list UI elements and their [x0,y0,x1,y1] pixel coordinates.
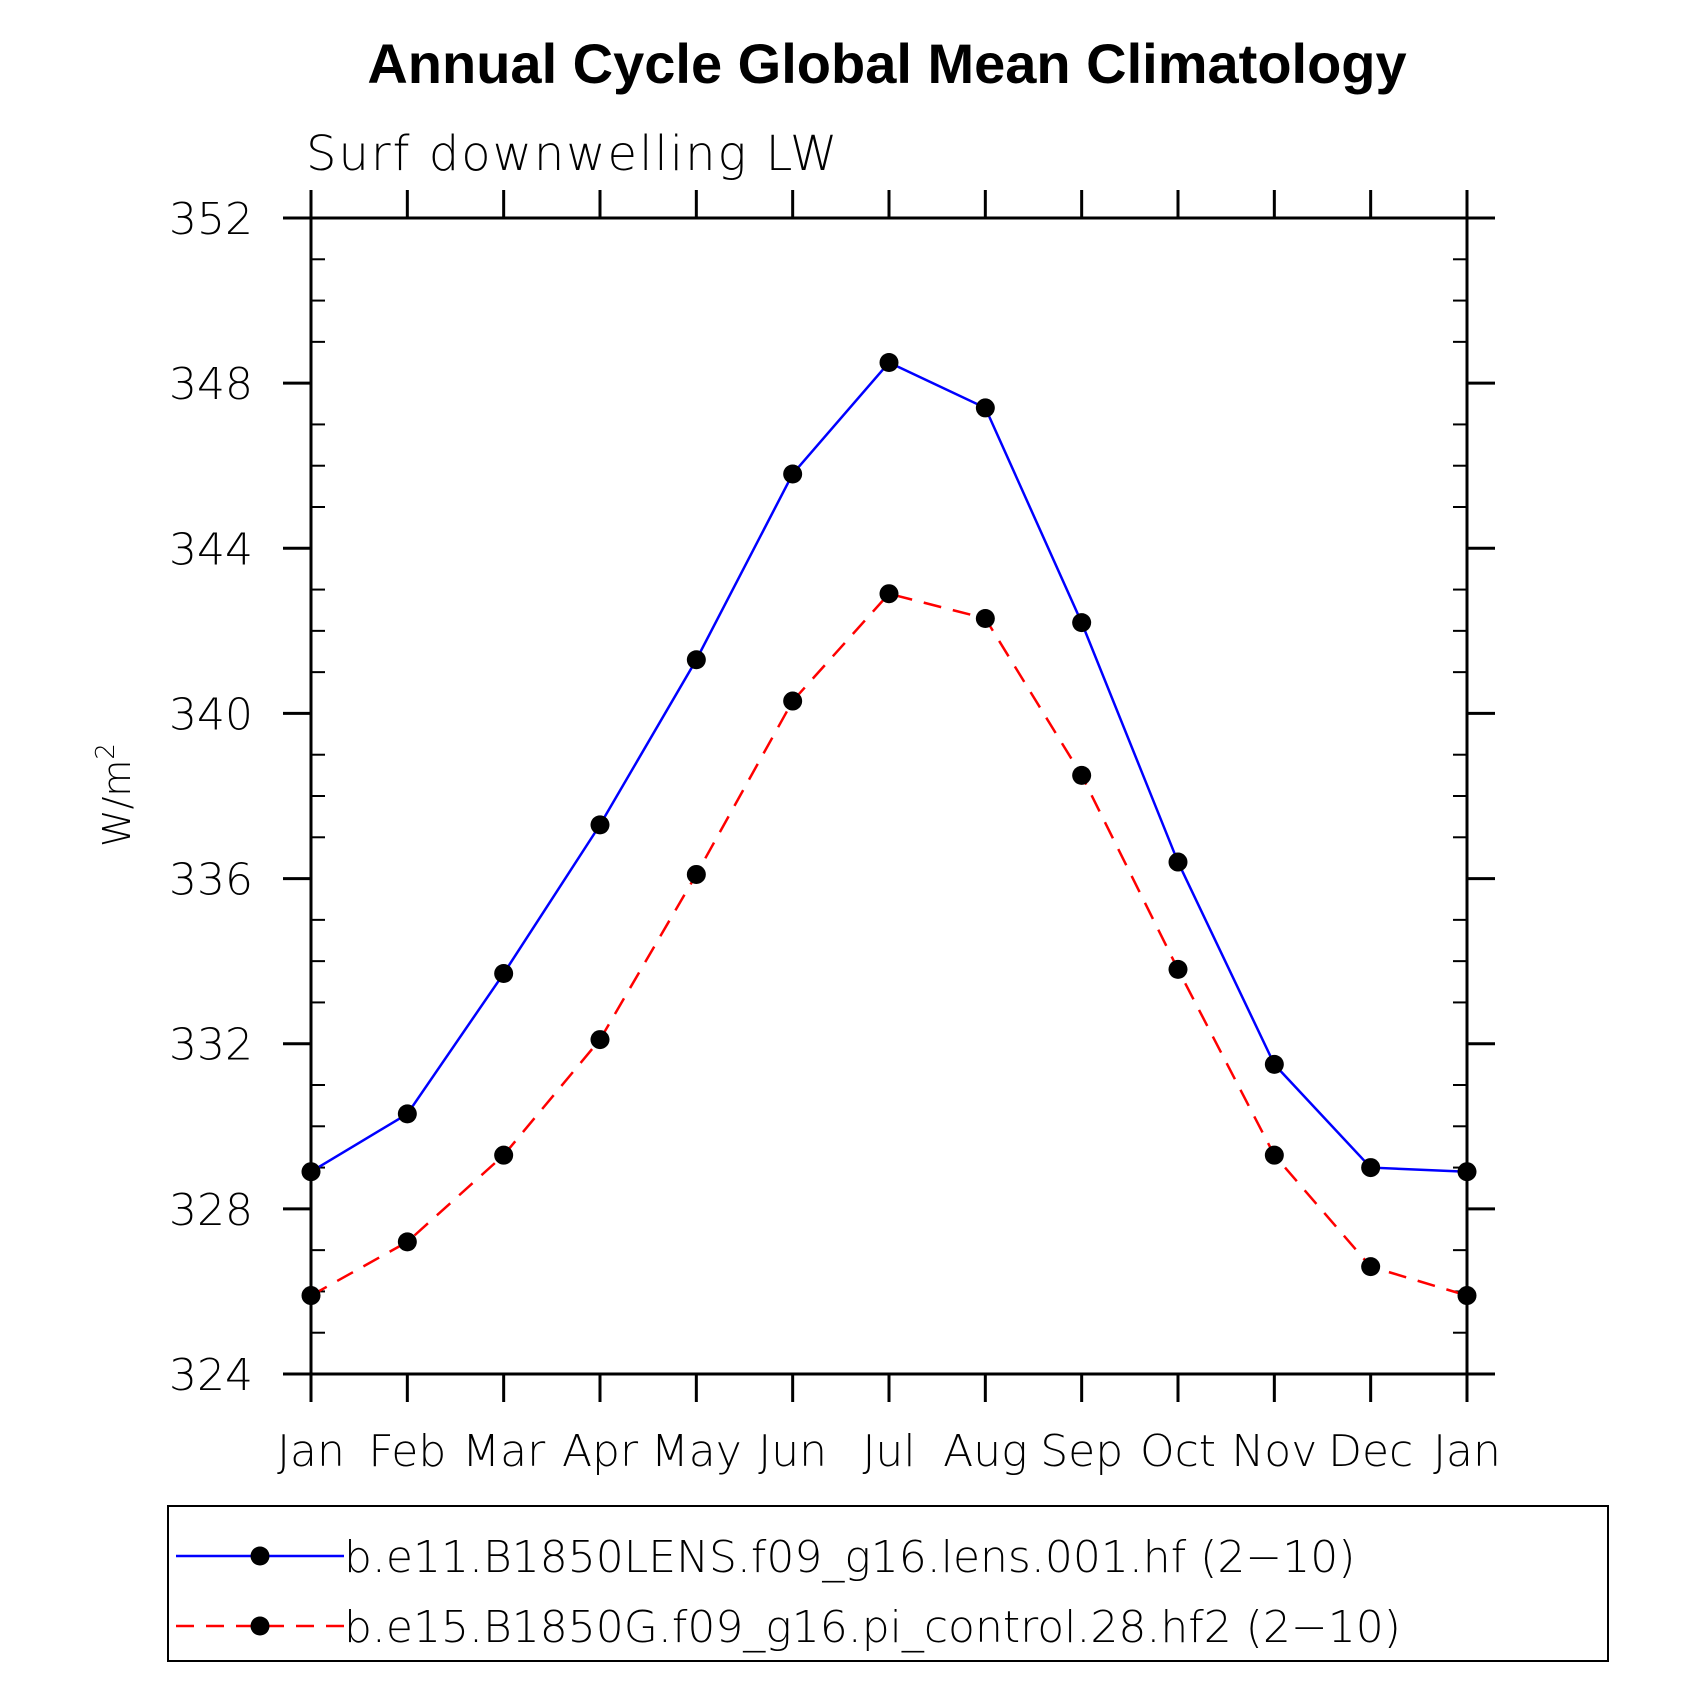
y-tick-label: 352 [169,194,253,245]
x-tick-label: Jul [862,1426,915,1477]
x-tick-label: Oct [1140,1426,1216,1477]
series-2-point [1361,1257,1381,1277]
series-line-2 [310,592,1468,1297]
y-axis-label: W/m2 [91,743,139,847]
y-tick-labels: 324 328 332 336 340 344 348 352 [169,194,253,1401]
series-layer [301,353,1477,1306]
x-tick-label: Aug [943,1426,1027,1477]
series-2-point [1457,1286,1477,1306]
plot-frame [309,216,1469,1376]
x-tick-label: Feb [368,1426,446,1477]
chart-title: Annual Cycle Global Mean Climatology [367,32,1406,95]
x-tick-label: Jan [1433,1426,1501,1477]
y-tick-label: 344 [169,524,253,575]
x-tick-label: Apr [562,1426,639,1477]
series-1-point [590,815,610,835]
series-1-point [1457,1162,1477,1182]
series-1-point [686,650,706,670]
legend: b.e11.B1850LENS.f09_g16.lens.001.hf (2−1… [176,1532,1401,1653]
series-1-point [879,353,899,372]
axis-ticks [283,190,1495,1402]
x-tick-label: Mar [462,1426,546,1477]
series-2-point [879,584,899,604]
x-tick-labels: Jan Feb Mar Apr May Jun Jul Aug Sep Oct Nov Dec Jan [277,1426,1501,1477]
x-tick-label: Jan [277,1426,345,1477]
series-2-point [397,1232,417,1252]
legend-box [167,1505,1609,1662]
y-axis-label-text: W/m [95,760,139,847]
series-1-point [301,1162,321,1182]
svg-text:W/m2: W/m2 [91,743,139,847]
legend-label-2: b.e15.B1850G.f09_g16.pi_control.28.hf2 (… [344,1602,1401,1653]
x-tick-label: Sep [1040,1426,1123,1477]
legend-marker-2 [250,1616,270,1636]
series-1-point [1072,613,1092,633]
series-2-point [975,608,995,628]
series-2-point [1264,1145,1284,1165]
series-1-point [975,398,995,418]
series-1-point [1264,1054,1284,1074]
x-tick-label: Jun [758,1426,827,1477]
series-line-1 [310,360,1468,1173]
x-tick-label: May [651,1426,742,1477]
series-2-point [494,1145,514,1165]
y-tick-label: 340 [169,689,253,740]
y-tick-label: 324 [169,1350,253,1401]
y-tick-label: 332 [169,1020,253,1071]
series-2-point [590,1030,610,1050]
x-tick-label: Dec [1328,1426,1413,1477]
y-tick-label: 336 [169,855,253,906]
chart-subtitle: Surf downwelling LW [306,126,839,182]
legend-label-1: b.e11.B1850LENS.f09_g16.lens.001.hf (2−1… [344,1532,1355,1583]
series-1-point [783,464,803,484]
series-1-point [1168,852,1188,872]
series-1-point [494,964,514,984]
y-tick-label: 328 [169,1185,253,1236]
y-tick-label: 348 [169,359,253,410]
legend-marker-1 [250,1546,270,1566]
series-2-point [783,691,803,711]
x-tick-label: Nov [1231,1426,1317,1477]
series-2-point [1072,765,1092,785]
series-2-point [686,864,706,884]
series-2-point [1168,959,1188,979]
series-1-point [397,1104,417,1124]
series-1-point [1361,1158,1381,1178]
series-2-point [301,1286,321,1306]
y-axis-label-superscript: 2 [91,743,121,760]
